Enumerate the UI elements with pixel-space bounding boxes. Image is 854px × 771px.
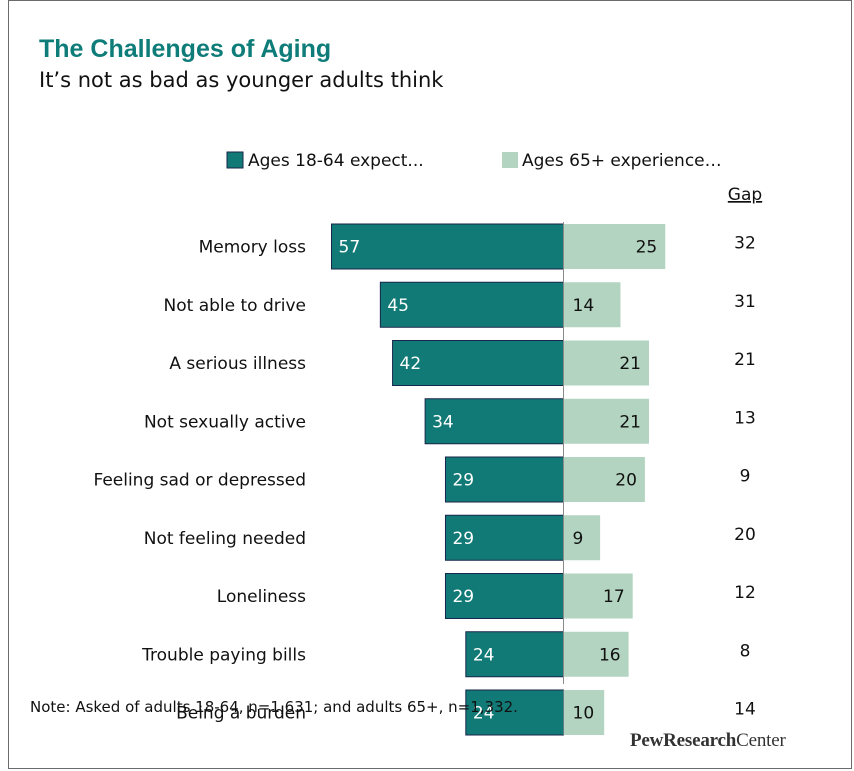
legend-swatch-expect xyxy=(226,151,244,169)
bar-experience xyxy=(563,457,645,502)
gap-value: 20 xyxy=(734,525,756,545)
legend: Ages 18-64 expect... Ages 65+ experience… xyxy=(226,151,722,171)
gap-value: 12 xyxy=(734,583,756,603)
chart-subtitle: It’s not as bad as younger adults think xyxy=(39,68,444,92)
bar-experience-label: 21 xyxy=(619,412,641,432)
gap-value: 13 xyxy=(734,408,756,428)
bar-experience-label: 20 xyxy=(615,471,637,491)
legend-swatch-experience xyxy=(502,152,518,168)
chart-row: Not sexually active 34 21 13 xyxy=(144,398,756,445)
bar-expect-label: 45 xyxy=(387,296,409,316)
category-label: Being a burden xyxy=(176,704,306,724)
legend-label-expect: Ages 18-64 expect... xyxy=(248,151,424,171)
bar-expect xyxy=(465,631,565,678)
chart-rows: Memory loss 57 25 32 Not able to drive 45 14 31… xyxy=(93,223,756,736)
logo-part-regular: Center xyxy=(736,730,786,751)
bar-experience-label: 17 xyxy=(603,587,625,607)
chart-row: Memory loss 57 25 32 xyxy=(199,223,756,270)
bar-experience xyxy=(563,340,649,386)
chart-row: Loneliness 29 17 12 xyxy=(217,573,756,619)
footnote: Note: Asked of adults 18-64, n=1,631; an… xyxy=(30,698,518,716)
bar-expect xyxy=(331,223,565,270)
bar-expect-label: 29 xyxy=(452,587,474,607)
bar-expect xyxy=(444,514,564,561)
category-label: Loneliness xyxy=(217,587,306,607)
chart-row: Being a burden 24 10 14 xyxy=(176,689,756,736)
chart-row: A serious illness 42 21 21 xyxy=(169,340,756,386)
bar-experience-label: 16 xyxy=(599,645,621,665)
bar-experience-label: 10 xyxy=(573,704,595,724)
category-label: Not able to drive xyxy=(164,296,306,316)
legend-label-experience: Ages 65+ experience… xyxy=(522,151,722,171)
bar-expect-label: 42 xyxy=(400,354,422,374)
chart-title: The Challenges of Aging xyxy=(39,35,332,63)
bar-expect xyxy=(379,281,564,328)
chart-row: Trouble paying bills 24 16 8 xyxy=(141,631,751,678)
bar-expect-label: 57 xyxy=(339,238,361,258)
bar-expect-label: 29 xyxy=(452,529,474,549)
bar-experience xyxy=(563,282,621,328)
bar-expect xyxy=(444,573,564,619)
bar-experience xyxy=(563,398,649,444)
bar-experience xyxy=(563,631,629,677)
category-label: Feeling sad or depressed xyxy=(93,471,306,491)
gap-column-header: Gap xyxy=(728,185,762,205)
category-label: Not feeling needed xyxy=(144,529,306,549)
gap-value: 31 xyxy=(734,292,756,312)
category-label: Memory loss xyxy=(199,238,307,258)
bar-expect xyxy=(392,340,564,386)
category-label: A serious illness xyxy=(169,354,306,374)
bar-experience xyxy=(563,224,666,269)
bar-expect-label: 24 xyxy=(473,645,495,665)
bar-experience xyxy=(563,690,605,735)
chart-row: Not able to drive 45 14 31 xyxy=(164,281,756,328)
bar-expect-label: 24 xyxy=(473,704,495,724)
bar-experience-label: 25 xyxy=(636,238,658,258)
bar-experience xyxy=(563,573,633,619)
bar-expect xyxy=(424,398,564,445)
bar-experience-label: 9 xyxy=(573,529,584,549)
bar-expect xyxy=(465,689,565,736)
gap-value: 14 xyxy=(734,700,756,720)
chart-row: Not feeling needed 29 9 20 xyxy=(144,514,756,561)
bar-experience xyxy=(563,515,601,561)
category-label: Not sexually active xyxy=(144,412,306,432)
category-label: Trouble paying bills xyxy=(141,645,306,665)
bar-experience-label: 21 xyxy=(619,354,641,374)
gap-value: 8 xyxy=(740,641,751,661)
gap-value: 21 xyxy=(734,350,756,370)
gap-value: 32 xyxy=(734,234,756,254)
bar-experience-label: 14 xyxy=(573,296,595,316)
gap-value: 9 xyxy=(740,467,751,487)
pew-research-center-logo: PewResearchCenter xyxy=(630,730,786,752)
bar-expect-label: 29 xyxy=(452,471,474,491)
chart-row: Feeling sad or depressed 29 20 9 xyxy=(93,456,751,503)
logo-part-bold: PewResearch xyxy=(630,730,737,751)
bar-expect-label: 34 xyxy=(432,412,454,432)
